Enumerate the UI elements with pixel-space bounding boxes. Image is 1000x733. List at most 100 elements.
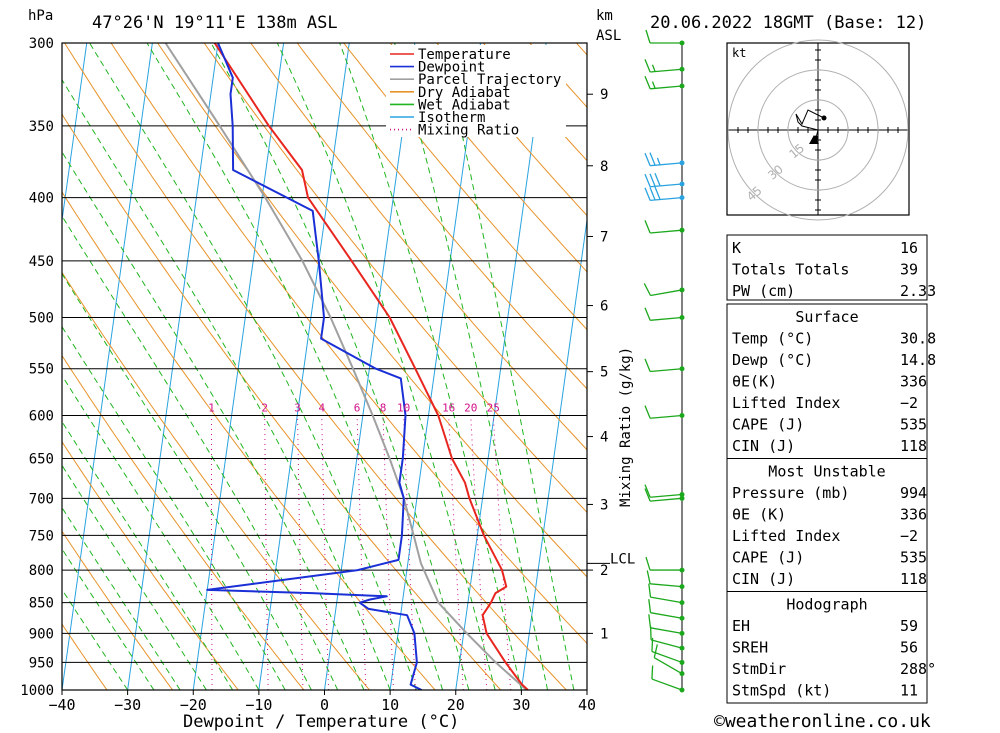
wind-barb-feather: [648, 583, 652, 598]
hodograph-ring: [787, 99, 849, 161]
wet-adiabat-line: [89, 43, 417, 690]
wet-adiabat-line: [339, 43, 522, 690]
surface-title: Surface: [795, 308, 858, 326]
wind-barb-dot: [679, 412, 685, 418]
index-label: PW (cm): [732, 282, 795, 300]
indices-box: [726, 234, 928, 301]
hodograph-table-box: [726, 591, 928, 704]
wind-barb-feather: [649, 187, 656, 201]
most-unstable-value: 994: [900, 484, 927, 502]
x-axis-title: Dewpoint / Temperature (°C): [183, 712, 459, 732]
wind-barb-shaft: [650, 162, 683, 167]
pressure-tick-label: 700: [29, 491, 54, 507]
wind-barb-feather: [644, 75, 651, 90]
temperature-profile: [213, 43, 529, 690]
pressure-tick-label: 550: [29, 362, 54, 378]
wind-barb-feather: [644, 484, 651, 498]
dry-adiabat-line: [62, 271, 370, 690]
wind-barb-shaft: [651, 678, 683, 691]
legend-entry: Parcel Trajectory: [418, 72, 561, 88]
wind-barb: [646, 570, 685, 590]
wind-barb-dot: [679, 584, 685, 590]
wind-barb-feather: [644, 220, 651, 234]
wind-barb-feather: [645, 29, 651, 44]
km-tick-label: 3: [600, 497, 608, 513]
surface-value: 535: [900, 416, 927, 434]
legend-entry: Dewpoint: [418, 60, 485, 76]
wind-barb-shaft: [650, 68, 683, 73]
wind-barb: [645, 29, 685, 46]
isotherm-line: [192, 43, 285, 690]
wind-barb-shaft: [650, 196, 683, 202]
wind-barb: [644, 173, 685, 188]
hodograph-table-label: StmSpd (kt): [732, 682, 831, 700]
wind-barb-dot: [679, 160, 685, 166]
wet-adiabat-line: [62, 151, 365, 690]
wet-adiabat-line: [62, 506, 181, 690]
wind-barb-feather: [648, 614, 652, 628]
isotherm-line: [0, 43, 21, 690]
wind-barb-dot: [679, 40, 685, 46]
isotherm-line: [62, 43, 88, 224]
wind-barb: [648, 599, 685, 621]
wind-barb-dot: [679, 645, 685, 651]
index-value: 2.33: [900, 282, 936, 300]
datetime-title: 20.06.2022 18GMT (Base: 12): [650, 13, 926, 33]
legend-entry: Isotherm: [418, 110, 485, 126]
km-label: km: [596, 8, 613, 24]
wind-barb-feather: [649, 152, 656, 166]
wind-barb-dot: [679, 659, 685, 665]
wind-barb: [644, 59, 685, 73]
wind-barb-feather: [644, 173, 651, 188]
legend-entry: Mixing Ratio: [418, 123, 519, 139]
hodograph-ring: [727, 39, 909, 221]
dry-adiabat-line: [62, 530, 174, 690]
wind-barb: [653, 644, 685, 677]
x-tick-label: 0: [320, 696, 329, 714]
wind-barb: [644, 152, 685, 167]
parcel-trajectory-profile: [164, 43, 528, 690]
surface-label: Lifted Index: [732, 394, 840, 412]
wind-barb: [645, 556, 685, 573]
most-unstable-label: CIN (J): [732, 570, 795, 588]
hodograph-table-label: StmDir: [732, 660, 786, 678]
surface-label: Dewp (°C): [732, 351, 813, 369]
km-tick-label: 8: [600, 159, 608, 175]
wind-barb: [644, 358, 685, 373]
isotherm-line: [62, 43, 153, 690]
wind-barb-shaft: [650, 229, 683, 234]
wind-barb: [644, 186, 685, 202]
wind-barb-dot: [679, 315, 685, 321]
most-unstable-label: θE (K): [732, 506, 786, 524]
wind-barb: [643, 283, 685, 297]
pressure-tick-label: 300: [29, 36, 54, 52]
wet-adiabat-line: [394, 43, 549, 690]
wind-barb: [648, 583, 685, 606]
dry-adiabat-line: [389, 43, 587, 273]
pressure-tick-label: 800: [29, 563, 54, 579]
wind-barb: [644, 75, 685, 90]
wind-barb-shaft: [650, 414, 683, 419]
most-unstable-title: Most Unstable: [768, 463, 885, 481]
pressure-tick-label: 500: [29, 311, 54, 327]
hodograph-end-dot: [821, 115, 827, 121]
wind-barb-dot: [679, 687, 685, 693]
wind-barb: [649, 626, 685, 651]
mixing-ratio-label: 4: [318, 401, 325, 414]
isotherm-line: [455, 43, 547, 690]
copyright-footer: ©weatheronline.co.uk: [714, 711, 931, 732]
location-title: 47°26'N 19°11'E 138m ASL: [92, 13, 338, 33]
pressure-tick-label: 750: [29, 528, 54, 544]
surface-value: −2: [900, 394, 918, 412]
x-tick-label: −40: [48, 696, 75, 714]
asl-label: ASL: [596, 28, 621, 44]
wind-barb-feather: [644, 405, 651, 419]
km-tick-label: 6: [600, 299, 608, 315]
dry-adiabat-line: [436, 43, 587, 217]
most-unstable-value: −2: [900, 527, 918, 545]
wind-barb-feather: [644, 59, 651, 73]
wind-barb-half-feather: [651, 64, 656, 72]
wind-barb-dot: [679, 195, 685, 201]
wet-adiabat-line: [62, 272, 312, 690]
